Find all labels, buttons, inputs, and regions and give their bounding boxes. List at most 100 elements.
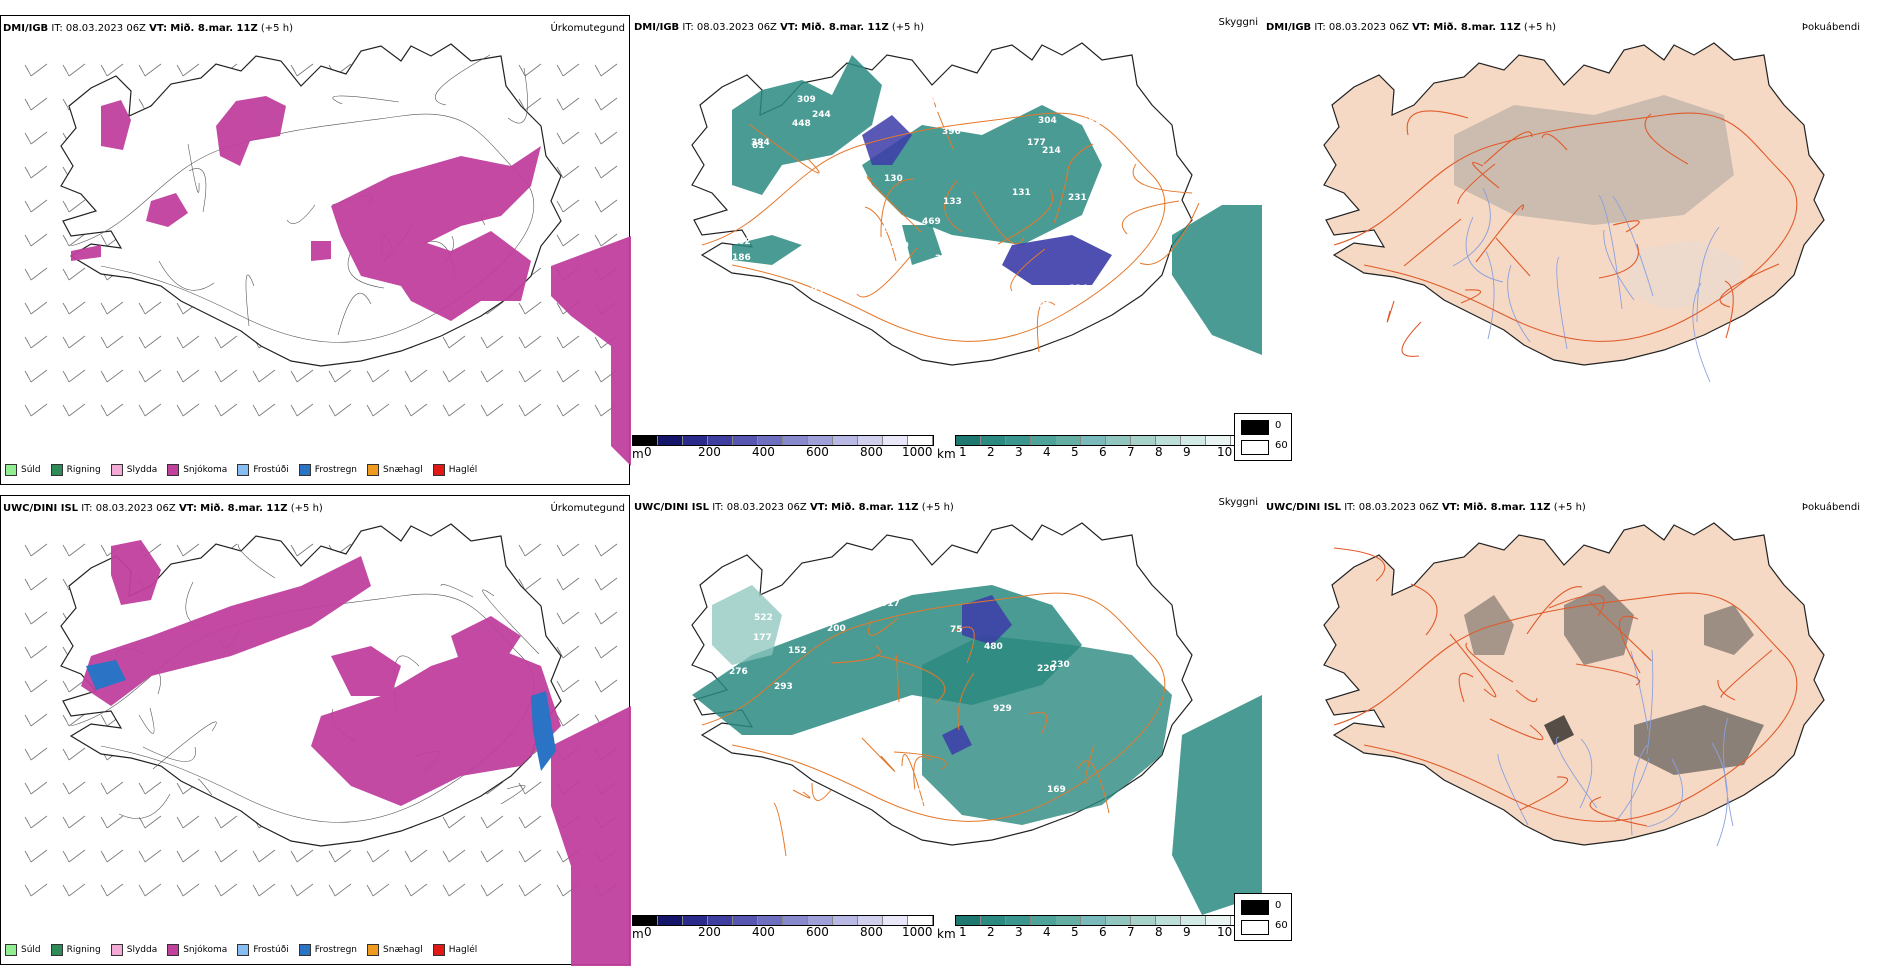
ceiling-value-label: 293 bbox=[774, 682, 793, 692]
wind-barb bbox=[328, 403, 352, 417]
ceiling-value-label: 479 bbox=[908, 788, 927, 798]
wind-barb bbox=[290, 403, 314, 417]
legend-item: Rigning bbox=[50, 464, 101, 476]
ceiling-value-label: 384 bbox=[751, 138, 770, 148]
legend-swatch bbox=[167, 944, 180, 956]
visibility-panel-row1: DMI/IGB IT: 08.03.2023 06Z VT: Mið. 8.ma… bbox=[632, 15, 1262, 485]
legend-item: Súld bbox=[5, 944, 41, 956]
wind-barb bbox=[138, 781, 162, 795]
ceiling-value-label: 81 bbox=[752, 141, 765, 151]
wind-barb bbox=[24, 815, 48, 829]
wind-barb bbox=[214, 403, 238, 417]
wind-barb bbox=[24, 849, 48, 863]
wind-barb bbox=[100, 849, 124, 863]
fog-key: 0 60 bbox=[1234, 893, 1292, 941]
wind-barb bbox=[252, 369, 276, 383]
panel-title: DMI/IGB IT: 08.03.2023 06Z VT: Mið. 8.ma… bbox=[3, 23, 293, 34]
wind-barb bbox=[138, 335, 162, 349]
visibility-tick: 8 bbox=[1155, 445, 1163, 459]
legend-swatch bbox=[50, 944, 63, 956]
visibility-tick: 7 bbox=[1127, 925, 1135, 939]
precip-legend: Súld Rigning Slydda Snjókoma Frostúði Fr… bbox=[5, 464, 477, 476]
wind-barb bbox=[366, 883, 390, 897]
wind-barb bbox=[556, 679, 580, 693]
wind-barb bbox=[62, 233, 86, 247]
wind-barb bbox=[176, 543, 200, 557]
wind-barb bbox=[594, 165, 618, 179]
visibility-panel-row2: UWC/DINI ISL IT: 08.03.2023 06Z VT: Mið.… bbox=[632, 495, 1262, 965]
visibility-tick: 2 bbox=[987, 925, 995, 939]
wind-barb bbox=[214, 883, 238, 897]
wind-barb bbox=[176, 63, 200, 77]
fog-key: 0 60 bbox=[1234, 413, 1292, 461]
wind-barb bbox=[556, 233, 580, 247]
ceiling-value-label: 480 bbox=[984, 642, 1003, 652]
ceiling-value-label: 93 bbox=[811, 286, 824, 296]
visibility-tick: 10 bbox=[1217, 925, 1233, 939]
ceiling-value-label: 309 bbox=[797, 95, 816, 105]
wind-barb bbox=[290, 543, 314, 557]
legend-swatch bbox=[237, 464, 250, 476]
ceiling-value-label: 61 bbox=[830, 242, 843, 252]
legend-item: Frostúði bbox=[237, 944, 289, 956]
wind-barb bbox=[404, 403, 428, 417]
ceiling-value-label: 133 bbox=[943, 197, 962, 207]
wind-barb bbox=[328, 883, 352, 897]
wind-barb bbox=[62, 267, 86, 281]
precip-type-panel-row2: UWC/DINI ISL IT: 08.03.2023 06Z VT: Mið.… bbox=[0, 495, 631, 966]
wind-barb bbox=[556, 369, 580, 383]
wind-barb bbox=[24, 369, 48, 383]
wind-barb bbox=[404, 849, 428, 863]
wind-barb bbox=[518, 815, 542, 829]
ceiling-value-label: 260 bbox=[841, 200, 860, 210]
panel-type-label: Þokuábendi bbox=[1801, 502, 1860, 513]
ceiling-tick: 800 bbox=[860, 445, 883, 459]
ceiling-value-label: 152 bbox=[1082, 117, 1101, 127]
wind-barb bbox=[594, 679, 618, 693]
ceiling-value-label: 231 bbox=[1068, 193, 1087, 203]
ceiling-value-label: 153 bbox=[881, 225, 900, 235]
wind-barb bbox=[442, 849, 466, 863]
fog-map bbox=[1323, 522, 1825, 847]
ceiling-value-label: 448 bbox=[792, 119, 811, 129]
roads-orange bbox=[701, 592, 1166, 857]
wind-barb bbox=[214, 815, 238, 829]
wind-barb bbox=[556, 645, 580, 659]
ceiling-value-label: 469 bbox=[922, 217, 941, 227]
wind-barb bbox=[138, 369, 162, 383]
wind-barb bbox=[366, 849, 390, 863]
wind-barb bbox=[138, 849, 162, 863]
road-line bbox=[1333, 110, 1798, 357]
wind-barb bbox=[62, 747, 86, 761]
visibility-tick: 6 bbox=[1099, 925, 1107, 939]
visibility-unit: km bbox=[937, 927, 956, 941]
wind-barb bbox=[480, 403, 504, 417]
wind-barb bbox=[518, 301, 542, 315]
visibility-areas bbox=[732, 55, 1262, 355]
wind-barb bbox=[252, 849, 276, 863]
wind-barb bbox=[62, 815, 86, 829]
wind-barb bbox=[290, 369, 314, 383]
ceiling-tick: 200 bbox=[698, 925, 721, 939]
wind-barb bbox=[24, 403, 48, 417]
wind-barb bbox=[594, 577, 618, 591]
wind-barb bbox=[24, 781, 48, 795]
wind-barb bbox=[214, 369, 238, 383]
wind-barb bbox=[442, 335, 466, 349]
wind-barb bbox=[24, 97, 48, 111]
visibility-tick: 1 bbox=[959, 925, 967, 939]
wind-barb bbox=[138, 883, 162, 897]
ceiling-value-label: 224 bbox=[935, 254, 954, 264]
wind-barb bbox=[138, 403, 162, 417]
legend-swatch bbox=[298, 464, 311, 476]
wind-barb bbox=[556, 97, 580, 111]
fog-swatch-light bbox=[1241, 440, 1269, 455]
wind-barb bbox=[556, 199, 580, 213]
snow-areas bbox=[81, 540, 631, 966]
wind-barb bbox=[62, 301, 86, 315]
legend-item: Haglél bbox=[432, 944, 477, 956]
ceiling-value-label: 169 bbox=[1047, 785, 1066, 795]
fog-swatch-dark bbox=[1241, 420, 1269, 435]
ceiling-value-label: 118 bbox=[917, 96, 936, 106]
roads-red bbox=[1333, 547, 1798, 827]
